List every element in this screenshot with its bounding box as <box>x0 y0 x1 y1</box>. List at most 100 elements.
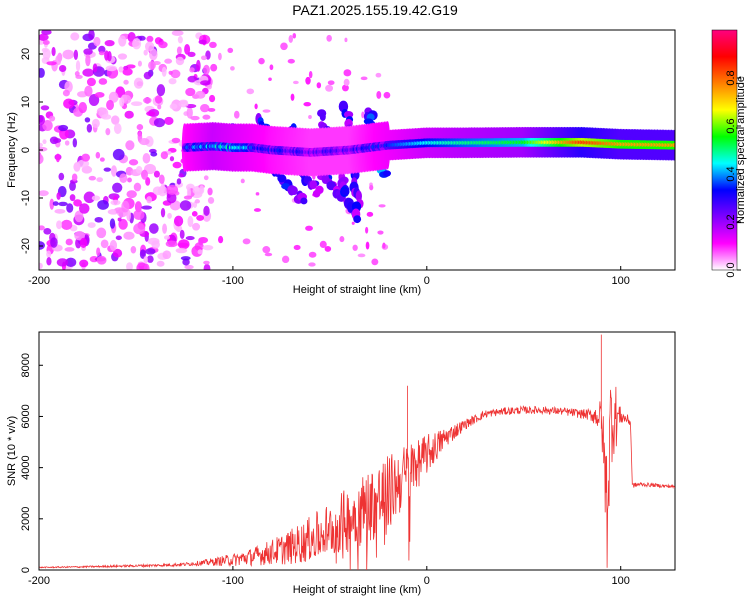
spectrogram-cell <box>163 235 170 240</box>
spectrogram-cell <box>85 54 91 67</box>
spectrogram-cell <box>125 140 135 151</box>
spectrogram-cell <box>52 201 59 206</box>
spectrogram-cell <box>101 113 112 120</box>
spectrogram-cell <box>178 100 189 108</box>
spectrogram-y-axis-label: Frequency (Hz) <box>6 112 18 188</box>
y-tick-label: 4000 <box>20 455 32 479</box>
spectrogram-cell <box>143 97 152 104</box>
spectrogram-cell <box>309 180 318 190</box>
spectrogram-cell <box>39 241 45 250</box>
colorbar-tick-label: 0.8 <box>725 70 737 85</box>
spectrogram-cell <box>153 170 160 178</box>
spectrogram-cell <box>130 245 137 254</box>
spectrogram-cell <box>192 94 200 99</box>
spectrogram-cell <box>112 248 123 258</box>
spectrogram-cell <box>344 37 348 43</box>
spectrogram-cell <box>171 30 184 36</box>
spectrogram-cell <box>319 240 327 249</box>
y-tick-label: -10 <box>20 190 32 206</box>
spectrogram-cell <box>46 250 52 258</box>
spectrogram-cell <box>218 52 222 61</box>
spectrogram-cell <box>293 244 301 251</box>
spectrogram-cell <box>292 33 297 39</box>
spectrogram-cell <box>126 64 136 69</box>
spectrogram-cell <box>227 47 234 53</box>
spectrogram-cell <box>195 59 201 72</box>
spectrogram-cell <box>353 215 362 224</box>
spectrogram-cell <box>198 39 207 45</box>
spectrogram-cell <box>137 60 142 67</box>
spectrogram-cell <box>300 197 308 205</box>
spectrogram-cell <box>325 84 334 92</box>
spectrogram-cell <box>262 109 271 113</box>
spectrogram-cell <box>154 95 163 104</box>
spectrogram-cell <box>56 258 69 267</box>
spectrogram-cell <box>185 87 196 97</box>
spectrogram-cell <box>158 174 165 184</box>
snr-y-ticks: 0 2000 4000 6000 8000 <box>20 353 43 573</box>
spectrogram-cell <box>145 248 156 255</box>
spectrogram-cell <box>187 75 198 83</box>
spectrogram-cell <box>305 76 311 85</box>
spectrogram-cell <box>190 115 200 121</box>
snr-x-axis-label: Height of straight line (km) <box>293 584 421 596</box>
spectrogram-cell <box>168 78 177 85</box>
spectrogram-cell <box>203 260 210 265</box>
spectrogram-cell <box>287 58 295 64</box>
spectrogram-cell <box>105 128 111 136</box>
spectrogram-cell <box>174 181 184 188</box>
spectrogram-cell <box>172 161 182 169</box>
spectrogram-cell <box>149 48 158 61</box>
spectrogram-cell <box>202 114 211 120</box>
spectrogram-cell <box>206 84 212 90</box>
colorbar-tick-label: 0.0 <box>725 262 737 277</box>
spectrogram-cell <box>109 218 116 229</box>
spectrogram-cell <box>218 235 224 244</box>
spectrogram-cell <box>78 102 87 114</box>
spectrogram-cell <box>130 101 143 107</box>
spectrogram-cell <box>166 192 177 204</box>
spectrogram-cell <box>339 236 345 243</box>
x-tick-label: -200 <box>28 575 50 587</box>
spectrogram-cell <box>290 93 295 101</box>
spectrogram-cell <box>108 91 119 103</box>
y-tick-label: 20 <box>20 48 32 60</box>
spectrogram-cell <box>81 165 93 174</box>
spectrogram-cell <box>113 123 122 135</box>
spectrogram-cell <box>119 173 128 184</box>
spectrogram-cell <box>104 50 110 61</box>
spectrogram-cell <box>254 103 258 110</box>
spectrogram-cell <box>253 208 262 212</box>
spectrogram-cell <box>98 78 108 85</box>
spectrogram-cell <box>192 222 201 231</box>
spectrogram-cell <box>133 223 146 235</box>
spectrogram-cell <box>74 71 80 77</box>
spectrogram-cell <box>308 70 313 79</box>
spectrogram-cell <box>83 191 96 204</box>
y-tick-label: 10 <box>20 96 32 108</box>
spectrogram-cells <box>39 30 675 270</box>
spectrogram-cell <box>40 105 50 111</box>
spectrogram-cell <box>79 259 89 268</box>
spectrogram-cell <box>377 230 384 235</box>
spectrogram-cell <box>162 250 172 260</box>
spectrogram-cell <box>39 146 48 152</box>
spectrogram-cell <box>118 35 127 47</box>
spectrogram-cell <box>98 45 106 54</box>
spectrogram-cell <box>72 137 78 148</box>
spectrogram-cell <box>112 182 123 193</box>
spectrogram-cell <box>290 186 298 196</box>
spectrogram-cell <box>39 142 43 148</box>
spectrogram-cell <box>255 192 260 196</box>
spectrogram-cell <box>203 64 210 75</box>
spectrogram-cell <box>54 208 66 214</box>
spectrogram-cell <box>136 81 143 87</box>
spectrogram-cell <box>78 203 90 214</box>
spectrogram-cell <box>86 77 96 87</box>
spectrogram-cell <box>382 242 386 249</box>
spectrogram-cell <box>88 30 95 40</box>
colorbar-tick-label: 0.2 <box>725 214 737 229</box>
spectrogram-cell <box>187 215 194 228</box>
spectrogram-cell <box>62 49 75 60</box>
spectrogram-cell <box>53 138 62 143</box>
